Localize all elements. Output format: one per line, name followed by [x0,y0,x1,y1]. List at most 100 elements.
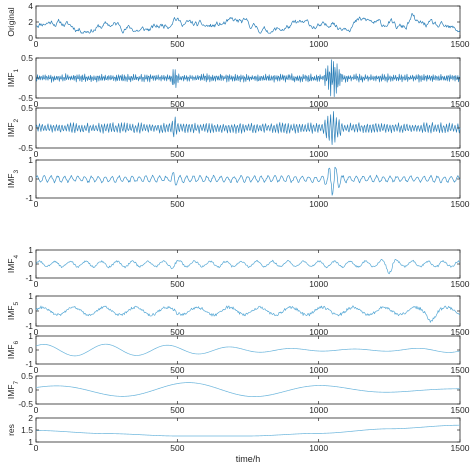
y-tick-label: 1 [28,331,33,341]
y-axis-label-text: IMF [6,122,16,137]
x-tick-label: 500 [170,149,184,159]
y-axis-label-text: IMF [6,258,16,273]
series-line [35,258,461,275]
series-line [35,111,461,146]
y-tick-label: 1 [28,291,33,301]
axes-frame [35,375,461,405]
series-line [35,166,461,196]
series-line [35,382,460,397]
y-axis-label: IMF1 [6,68,20,87]
x-tick-label: 1000 [309,365,328,375]
x-tick-label: 1000 [309,149,328,159]
y-axis-label-text: IMF [6,305,16,320]
y-tick-label: -0.5 [18,93,33,103]
x-axis-label: time/h [236,454,261,464]
x-tick-label: 1000 [309,99,328,109]
y-axis-label: IMF5 [6,301,20,320]
x-tick-label: 500 [170,99,184,109]
x-tick-label: 1000 [309,405,328,415]
y-tick-label: 0 [28,345,33,355]
x-tick-label: 1000 [309,443,328,453]
x-tick-label: 0 [34,327,39,337]
y-axis-label-text: IMF [6,384,16,399]
subplot-9: 0 500 1000 1500 1 1.5 2 res time/h [6,413,470,464]
y-axis-label: IMF4 [6,254,20,273]
y-axis-label-subscript: 1 [13,68,20,72]
y-axis-label: res [6,424,16,436]
x-tick-label: 1000 [309,327,328,337]
y-tick-label: 0 [28,306,33,316]
y-axis-label-subscript: 3 [13,169,20,173]
y-axis-label: IMF2 [6,118,20,137]
x-tick-label: 1500 [451,365,470,375]
y-axis-label: Original [6,7,16,36]
y-tick-label: 1 [28,437,33,447]
y-tick-label: 0.5 [21,103,33,113]
y-axis-label-subscript: 5 [13,301,20,305]
axes-frame [35,159,461,199]
y-tick-label: 0.5 [21,371,33,381]
y-tick-label: -0.5 [18,143,33,153]
x-tick-label: 500 [170,365,184,375]
y-axis-label-text: IMF [6,173,16,188]
y-axis-label-subscript: 4 [13,254,20,258]
subplot-1: 0 500 1000 1500 0 2 4 Original [6,1,470,49]
y-tick-label: 2 [28,413,33,423]
x-tick-label: 1500 [451,279,470,289]
y-axis-label-text: res [6,424,16,436]
y-tick-label: -1 [25,321,33,331]
series-line [35,13,461,34]
y-axis-label-text: Original [6,7,16,36]
x-tick-label: 500 [170,443,184,453]
y-tick-label: -1 [25,359,33,369]
axes-frame [35,335,461,365]
y-axis-label-subscript: 7 [13,380,20,384]
x-tick-label: 1000 [309,279,328,289]
y-tick-label: -1 [25,273,33,283]
x-tick-label: 1500 [451,199,470,209]
y-tick-label: 0 [28,259,33,269]
x-tick-label: 1000 [309,199,328,209]
x-tick-label: 1500 [451,99,470,109]
y-axis-label-subscript: 6 [13,340,20,344]
y-tick-label: 0.5 [21,53,33,63]
x-tick-label: 1500 [451,443,470,453]
x-tick-label: 1500 [451,149,470,159]
axes-frame [35,249,461,279]
series-line [35,343,461,357]
series-line [36,424,460,437]
x-tick-label: 0 [34,39,39,49]
x-tick-label: 0 [34,99,39,109]
y-tick-label: 1.5 [21,425,33,435]
x-tick-label: 500 [170,199,184,209]
y-tick-label: 0 [28,174,33,184]
y-axis-label: IMF3 [6,169,20,188]
x-tick-label: 0 [34,279,39,289]
series-line [35,59,461,97]
x-tick-label: 500 [170,405,184,415]
y-tick-label: 0 [28,385,33,395]
series-line [35,305,461,323]
y-tick-label: 1 [28,245,33,255]
y-axis-label-text: IMF [6,344,16,359]
x-tick-label: 1500 [451,39,470,49]
x-tick-label: 0 [34,149,39,159]
y-tick-label: -0.5 [18,399,33,409]
x-tick-label: 1500 [451,327,470,337]
x-tick-label: 500 [170,279,184,289]
y-axis-label: IMF6 [6,340,20,359]
y-axis-label-text: IMF [6,72,16,87]
x-tick-label: 1000 [309,39,328,49]
y-tick-label: 4 [28,1,33,11]
x-tick-label: 0 [34,365,39,375]
x-tick-label: 1500 [451,405,470,415]
